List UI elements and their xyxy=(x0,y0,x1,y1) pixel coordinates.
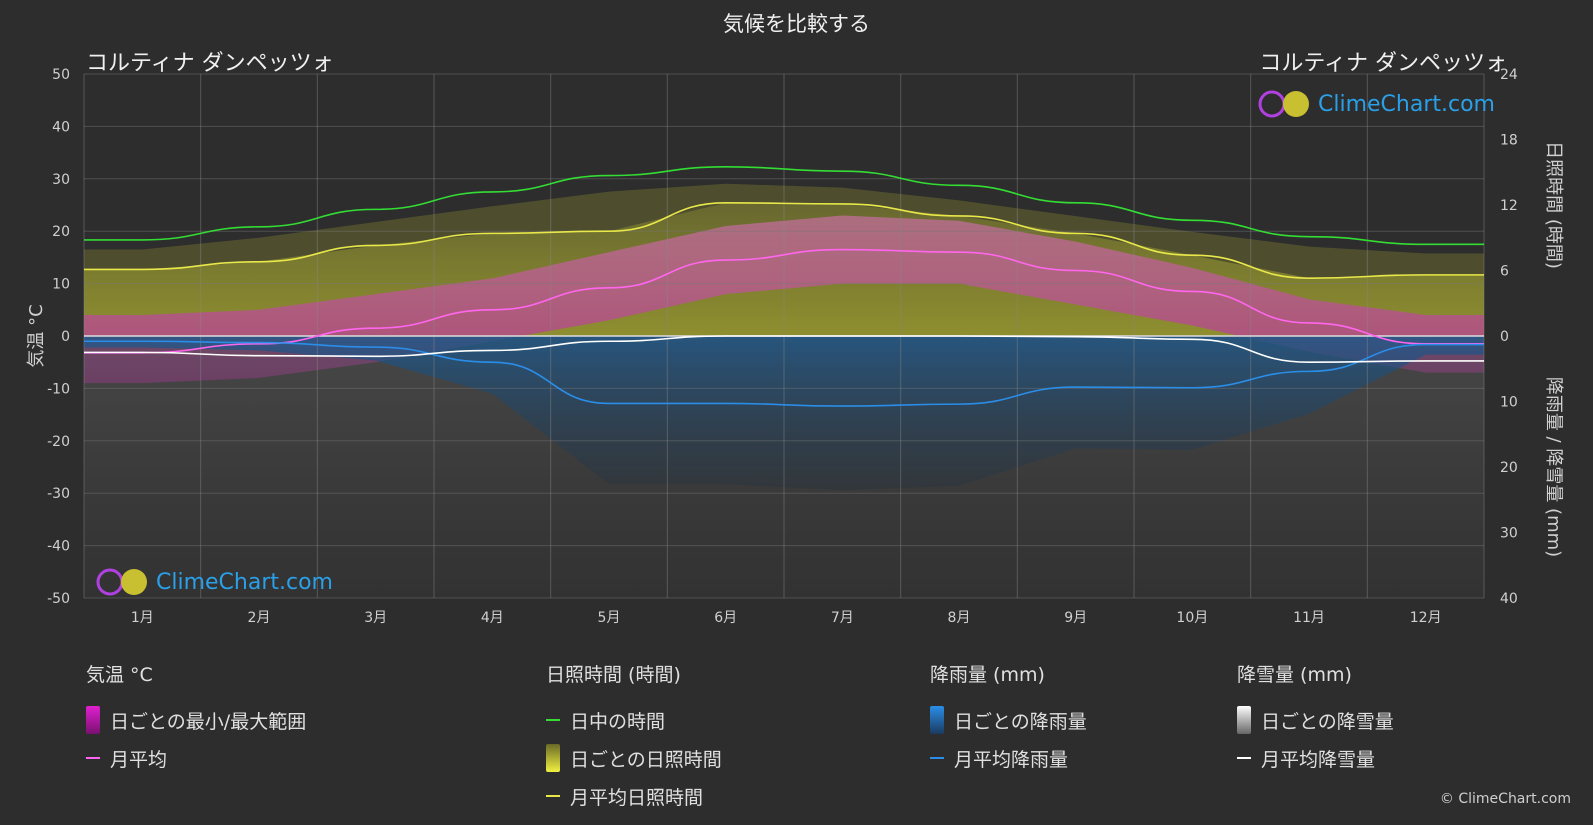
legend-sun: 日照時間 (時間) 日中の時間 日ごとの日照時間 月平均日照時間 xyxy=(546,660,722,815)
left-axis-tick: 50 xyxy=(52,67,70,83)
left-axis-tick: 20 xyxy=(52,224,70,240)
logo-bottom[interactable]: ClimeChart.com xyxy=(96,566,333,598)
location-left: コルティナ ダンペッツォ xyxy=(86,51,334,76)
right-axis-top-label: 日照時間 (時間) xyxy=(1543,141,1564,269)
legend-snow-daily: 日ごとの降雪量 xyxy=(1237,701,1394,739)
climechart-logo-icon xyxy=(96,568,147,596)
location-right: コルティナ ダンペッツォ xyxy=(1259,51,1507,76)
right-axis-bottom-tick: 10 xyxy=(1500,395,1518,411)
x-axis-tick: 3月 xyxy=(364,610,387,626)
legend-temp-heading: 気温 °C xyxy=(86,664,153,686)
logo-text: ClimeChart.com xyxy=(1318,91,1495,117)
legend-rain-avg-label: 月平均降雨量 xyxy=(954,748,1069,771)
left-axis-tick: 40 xyxy=(52,119,70,135)
x-axis-tick: 5月 xyxy=(598,610,621,626)
snow-avg-swatch xyxy=(1237,757,1251,759)
right-axis-bottom-tick: 20 xyxy=(1500,460,1518,476)
left-axis-tick: 10 xyxy=(52,277,70,293)
x-axis-tick: 11月 xyxy=(1293,610,1325,626)
legend-snow: 降雪量 (mm) 日ごとの降雪量 月平均降雪量 xyxy=(1237,660,1394,777)
series-daylight-line xyxy=(84,165,1484,246)
right-axis-top-tick: 24 xyxy=(1500,67,1518,83)
sun-avg-swatch xyxy=(546,795,560,797)
copyright: © ClimeChart.com xyxy=(1439,791,1571,807)
x-axis-tick: 12月 xyxy=(1410,610,1442,626)
left-axis-tick: 0 xyxy=(61,329,70,345)
right-axis-bottom-label: 降雨量 / 降雪量 (mm) xyxy=(1543,377,1564,557)
right-axis-top-tick: 6 xyxy=(1500,264,1509,280)
left-axis-tick: -20 xyxy=(47,434,70,450)
right-axis-bottom-tick: 40 xyxy=(1500,591,1518,607)
left-axis-tick: 30 xyxy=(52,172,70,188)
rain-swatch xyxy=(930,706,944,734)
series-sunshine-avg-line xyxy=(83,202,1484,279)
legend-temp: 気温 °C 日ごとの最小/最大範囲 月平均 xyxy=(86,660,306,777)
left-axis-tick: -50 xyxy=(47,591,70,607)
legend-temp-avg: 月平均 xyxy=(86,739,306,777)
legend-rain-heading: 降雨量 (mm) xyxy=(930,664,1045,686)
left-axis-tick: -40 xyxy=(47,539,70,555)
x-axis-tick: 6月 xyxy=(714,610,737,626)
right-axis-top-tick: 0 xyxy=(1500,329,1509,345)
legend-snow-avg-label: 月平均降雪量 xyxy=(1261,748,1376,771)
daylight-swatch xyxy=(546,719,560,721)
temp-range-swatch xyxy=(86,706,100,734)
x-axis-tick: 1月 xyxy=(131,610,154,626)
right-axis-bottom-tick: 30 xyxy=(1500,526,1518,542)
chart-title: 気候を比較する xyxy=(723,12,870,36)
legend-temp-range-label: 日ごとの最小/最大範囲 xyxy=(110,710,307,733)
legend-temp-range: 日ごとの最小/最大範囲 xyxy=(86,701,306,739)
series-rain-avg-line xyxy=(84,340,1484,407)
x-axis-tick: 7月 xyxy=(831,610,854,626)
x-axis-tick: 8月 xyxy=(948,610,971,626)
legend-sun-avg-label: 月平均日照時間 xyxy=(570,786,704,809)
right-axis-top-tick: 12 xyxy=(1500,198,1518,214)
legend-sun-daily-label: 日ごとの日照時間 xyxy=(570,748,722,771)
legend-rain-avg: 月平均降雨量 xyxy=(930,739,1087,777)
legend-snow-daily-label: 日ごとの降雪量 xyxy=(1261,710,1394,733)
rain-avg-swatch xyxy=(930,757,944,759)
legend-rain-daily: 日ごとの降雨量 xyxy=(930,701,1087,739)
series-temp-avg-line xyxy=(84,248,1484,354)
legend-sun-daylight-label: 日中の時間 xyxy=(570,710,666,733)
sunshine-swatch xyxy=(546,744,560,772)
left-axis-tick: -30 xyxy=(47,486,70,502)
legend-sun-heading: 日照時間 (時間) xyxy=(546,664,681,686)
snow-swatch xyxy=(1237,706,1251,734)
x-axis-tick: 2月 xyxy=(248,610,271,626)
series-snow-avg-line xyxy=(83,335,1484,364)
x-axis-tick: 9月 xyxy=(1064,610,1087,626)
legend-rain: 降雨量 (mm) 日ごとの降雨量 月平均降雨量 xyxy=(930,660,1087,777)
x-axis-tick: 4月 xyxy=(481,610,504,626)
x-axis-tick: 10月 xyxy=(1176,610,1208,626)
legend-sun-daylight: 日中の時間 xyxy=(546,701,722,739)
legend-temp-avg-label: 月平均 xyxy=(110,748,168,771)
left-axis-label: 気温 °C xyxy=(26,304,47,367)
legend-sun-avg: 月平均日照時間 xyxy=(546,777,722,815)
legend-sun-daily: 日ごとの日照時間 xyxy=(546,739,722,777)
logo-top[interactable]: ClimeChart.com xyxy=(1258,88,1495,120)
right-axis-top-tick: 18 xyxy=(1500,133,1518,149)
logo-text: ClimeChart.com xyxy=(156,569,333,595)
legend-rain-daily-label: 日ごとの降雨量 xyxy=(954,710,1087,733)
legend-snow-heading: 降雪量 (mm) xyxy=(1237,664,1352,686)
legend-snow-avg: 月平均降雪量 xyxy=(1237,739,1394,777)
climechart-logo-icon xyxy=(1258,90,1309,118)
left-axis-tick: -10 xyxy=(47,381,70,397)
rain-daily-area xyxy=(84,336,1484,491)
temp-avg-swatch xyxy=(86,757,100,759)
